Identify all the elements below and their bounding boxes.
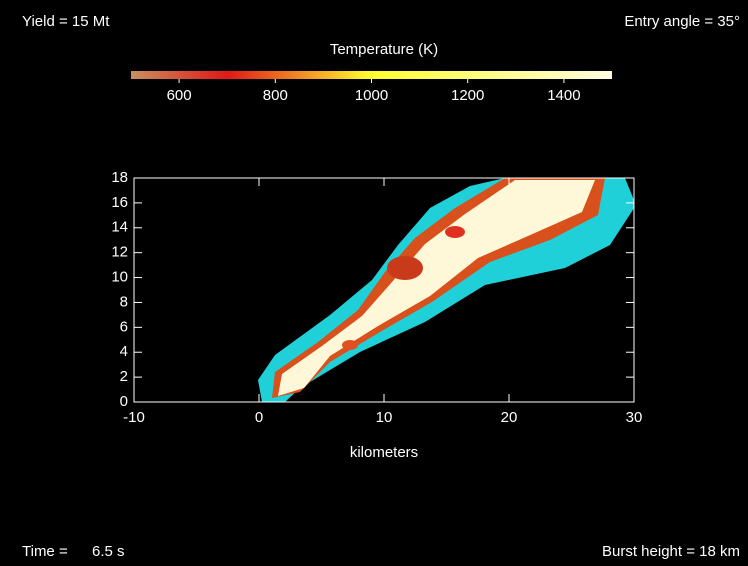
- y-tick-label: 10: [111, 269, 128, 286]
- x-tick-label: 10: [376, 409, 393, 426]
- y-tick-label: 18: [111, 169, 128, 186]
- y-tick-label: 2: [120, 368, 128, 385]
- burst-label: Burst height = 18 km: [602, 543, 740, 560]
- colorbar: [131, 71, 612, 79]
- plume-patch: [445, 226, 465, 238]
- time-value: 6.5 s: [92, 543, 125, 560]
- colorbar-tick-label: 600: [167, 87, 192, 104]
- y-tick-label: 6: [120, 318, 128, 335]
- plume-patch: [342, 340, 358, 350]
- y-tick-label: 0: [120, 393, 128, 410]
- y-tick-label: 4: [120, 343, 128, 360]
- x-tick-label: 20: [501, 409, 518, 426]
- colorbar-title: Temperature (K): [330, 41, 438, 58]
- y-tick-label: 14: [111, 219, 128, 236]
- plume: [258, 178, 634, 402]
- colorbar-tick-label: 1000: [355, 87, 388, 104]
- plume-patch: [387, 256, 423, 280]
- plume-core: [278, 180, 595, 396]
- colorbar-tick-label: 800: [263, 87, 288, 104]
- y-tick-label: 8: [120, 293, 128, 310]
- angle-label: Entry angle = 35°: [624, 13, 740, 30]
- x-axis-label: kilometers: [350, 444, 418, 461]
- x-tick-label: 0: [255, 409, 263, 426]
- time-label: Time =: [22, 543, 68, 560]
- colorbar-tick-label: 1400: [547, 87, 580, 104]
- yield-label: Yield = 15 Mt: [22, 13, 110, 30]
- colorbar-tick-label: 1200: [451, 87, 484, 104]
- x-tick-label: 30: [626, 409, 643, 426]
- y-tick-label: 16: [111, 194, 128, 211]
- y-tick-label: 12: [111, 244, 128, 261]
- x-tick-label: -10: [123, 409, 145, 426]
